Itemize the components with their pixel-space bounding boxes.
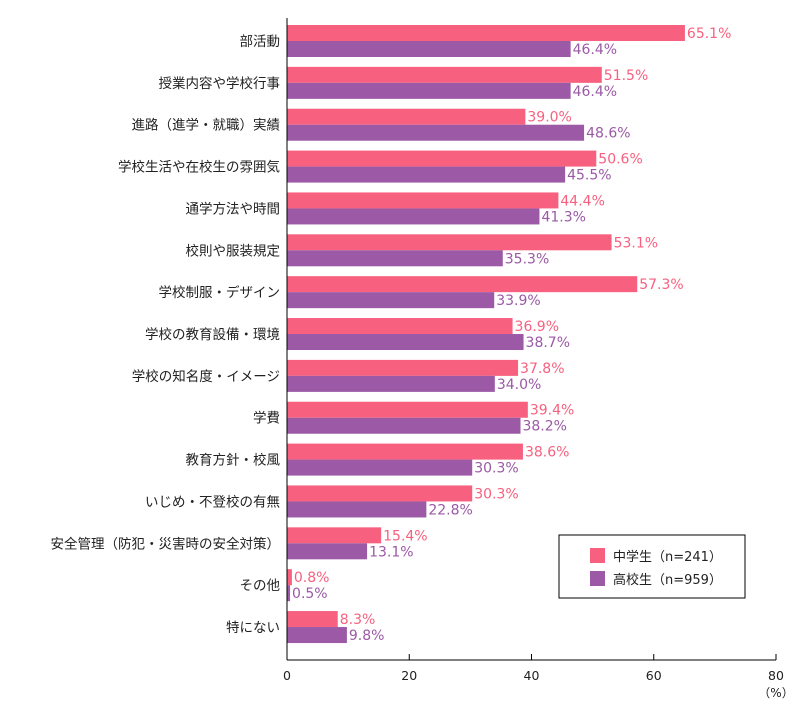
category-label: 学校の知名度・イメージ: [132, 368, 280, 385]
data-label-junior-high: 53.1%: [614, 235, 658, 251]
bar-high-school: [287, 334, 524, 351]
bar-high-school: [287, 585, 291, 602]
data-label-junior-high: 38.6%: [525, 445, 569, 461]
data-label-junior-high: 57.3%: [639, 277, 683, 293]
category-label: 特にない: [226, 620, 280, 636]
x-tick-label: 0: [283, 668, 291, 683]
data-label-junior-high: 51.5%: [604, 68, 648, 84]
bars-layer: [287, 25, 685, 644]
data-label-high-school: 38.2%: [522, 419, 566, 435]
bar-high-school: [287, 292, 495, 309]
category-label: 学校の教育設備・環境: [145, 326, 280, 343]
bar-high-school: [287, 208, 540, 225]
labels-layer: 部活動 65.1%46.4%授業内容や学校行事 51.5%46.4%進路（進学・就職…: [51, 26, 732, 644]
data-label-junior-high: 39.4%: [530, 403, 574, 419]
bar-junior-high: [287, 443, 523, 460]
category-label: 通学方法や時間: [186, 201, 281, 217]
data-label-high-school: 45.5%: [567, 168, 611, 184]
data-label-high-school: 35.3%: [505, 251, 549, 267]
category-label: その他: [240, 578, 281, 594]
data-label-junior-high: 39.0%: [527, 110, 571, 126]
x-tick-label: 80: [768, 668, 784, 683]
x-tick-label: 60: [646, 668, 662, 683]
bar-junior-high: [287, 569, 292, 586]
data-label-high-school: 0.5%: [292, 586, 328, 602]
category-label: 部活動: [240, 34, 281, 50]
legend-label-high-school: 高校生（n=959）: [613, 572, 722, 588]
x-axis-unit: （%）: [758, 686, 793, 700]
bar-high-school: [287, 543, 368, 560]
bar-high-school: [287, 166, 566, 183]
bar-high-school: [287, 459, 473, 476]
category-label: いじめ・不登校の有無: [145, 493, 280, 510]
x-axis-ticks: 0 20 40 60 80: [283, 654, 784, 683]
bar-high-school: [287, 375, 495, 392]
data-label-junior-high: 44.4%: [560, 193, 604, 209]
data-label-junior-high: 8.3%: [340, 612, 376, 628]
data-label-high-school: 46.4%: [573, 84, 617, 100]
data-label-junior-high: 37.8%: [520, 361, 564, 377]
legend-box: [558, 534, 746, 599]
bar-junior-high: [287, 485, 473, 502]
bar-high-school: [287, 82, 571, 99]
category-label: 教育方針・校風: [186, 452, 281, 469]
bar-high-school: [287, 41, 571, 57]
bar-junior-high: [287, 359, 519, 376]
bar-high-school: [287, 250, 503, 267]
category-label: 学校生活や在校生の雰囲気: [118, 159, 280, 176]
data-label-high-school: 22.8%: [428, 502, 472, 518]
category-label: 安全管理（防犯・災害時の安全対策）: [51, 535, 281, 552]
category-label: 授業内容や学校行事: [159, 75, 281, 92]
bar-high-school: [287, 501, 427, 518]
category-label: 校則や服装規定: [186, 242, 281, 259]
bar-junior-high: [287, 234, 612, 251]
category-label: 進路（進学・就職）実績: [132, 118, 281, 134]
data-label-high-school: 30.3%: [474, 461, 518, 477]
x-tick-label: 20: [401, 668, 417, 683]
data-label-junior-high: 15.4%: [383, 528, 427, 544]
data-label-high-school: 13.1%: [369, 544, 413, 560]
bar-junior-high: [287, 25, 685, 41]
bar-junior-high: [287, 401, 528, 418]
data-label-junior-high: 36.9%: [515, 319, 559, 335]
bar-junior-high: [287, 276, 638, 293]
bar-junior-high: [287, 150, 597, 167]
data-label-junior-high: 50.6%: [598, 152, 642, 168]
legend-swatch-high-school: [590, 571, 605, 586]
bar-junior-high: [287, 66, 602, 83]
bar-junior-high: [287, 318, 513, 335]
bar-high-school: [287, 124, 585, 141]
legend: 中学生（n=241） 高校生（n=959）: [558, 534, 746, 599]
legend-swatch-junior-high: [590, 548, 605, 563]
data-label-high-school: 41.3%: [541, 209, 585, 225]
x-tick-label: 40: [524, 668, 540, 683]
bar-junior-high: [287, 192, 559, 209]
data-label-junior-high: 30.3%: [474, 486, 518, 502]
category-label: 学校制服・デザイン: [159, 284, 281, 301]
data-label-junior-high: 0.8%: [294, 570, 330, 586]
bar-high-school: [287, 627, 347, 644]
bar-junior-high: [287, 108, 526, 125]
data-label-high-school: 48.6%: [586, 126, 630, 142]
bar-junior-high: [287, 611, 338, 628]
legend-label-junior-high: 中学生（n=241）: [613, 549, 722, 565]
data-label-high-school: 33.9%: [496, 293, 540, 309]
data-label-high-school: 34.0%: [497, 377, 541, 393]
bar-junior-high: [287, 527, 382, 544]
data-label-high-school: 38.7%: [526, 335, 570, 351]
category-label: 学費: [253, 411, 280, 427]
bar-high-school: [287, 417, 521, 434]
data-label-high-school: 9.8%: [349, 628, 385, 644]
data-label-high-school: 46.4%: [573, 42, 617, 58]
data-label-junior-high: 65.1%: [687, 26, 731, 42]
